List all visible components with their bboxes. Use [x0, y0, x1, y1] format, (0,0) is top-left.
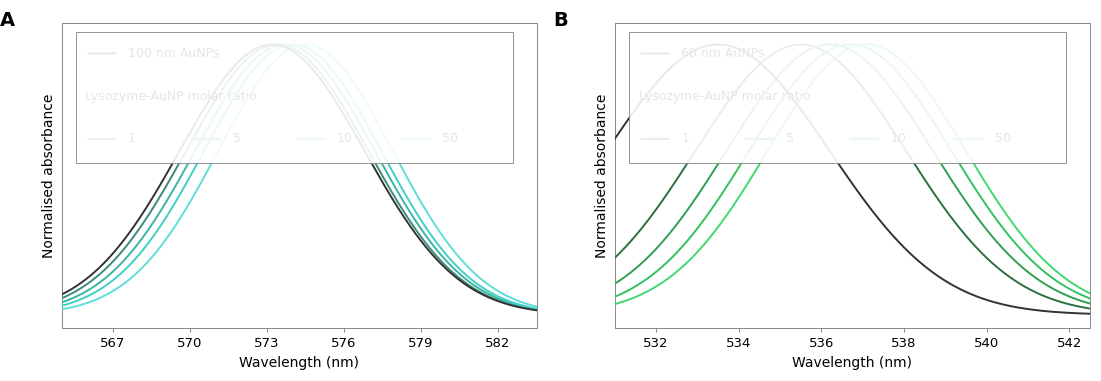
- Text: 50: 50: [995, 133, 1011, 146]
- Text: 10: 10: [337, 133, 353, 146]
- Text: 5: 5: [232, 133, 240, 146]
- Text: Lysozyme-AuNP molar ratio: Lysozyme-AuNP molar ratio: [639, 90, 810, 102]
- FancyBboxPatch shape: [629, 32, 1066, 163]
- Y-axis label: Normalised absorbance: Normalised absorbance: [42, 93, 56, 258]
- Text: 1: 1: [682, 133, 689, 146]
- Y-axis label: Normalised absorbance: Normalised absorbance: [596, 93, 609, 258]
- Text: B: B: [553, 11, 568, 30]
- FancyBboxPatch shape: [76, 32, 513, 163]
- Text: 10: 10: [891, 133, 906, 146]
- X-axis label: Wavelength (nm): Wavelength (nm): [793, 356, 913, 370]
- X-axis label: Wavelength (nm): Wavelength (nm): [239, 356, 359, 370]
- Text: Lysozyme-AuNP molar ratio: Lysozyme-AuNP molar ratio: [85, 90, 257, 102]
- Text: 60 nm AuNPs: 60 nm AuNPs: [682, 47, 765, 60]
- Text: 50: 50: [442, 133, 458, 146]
- Text: A: A: [0, 11, 15, 30]
- Text: 5: 5: [786, 133, 794, 146]
- Text: 100 nm AuNPs: 100 nm AuNPs: [128, 47, 219, 60]
- Text: 1: 1: [128, 133, 135, 146]
